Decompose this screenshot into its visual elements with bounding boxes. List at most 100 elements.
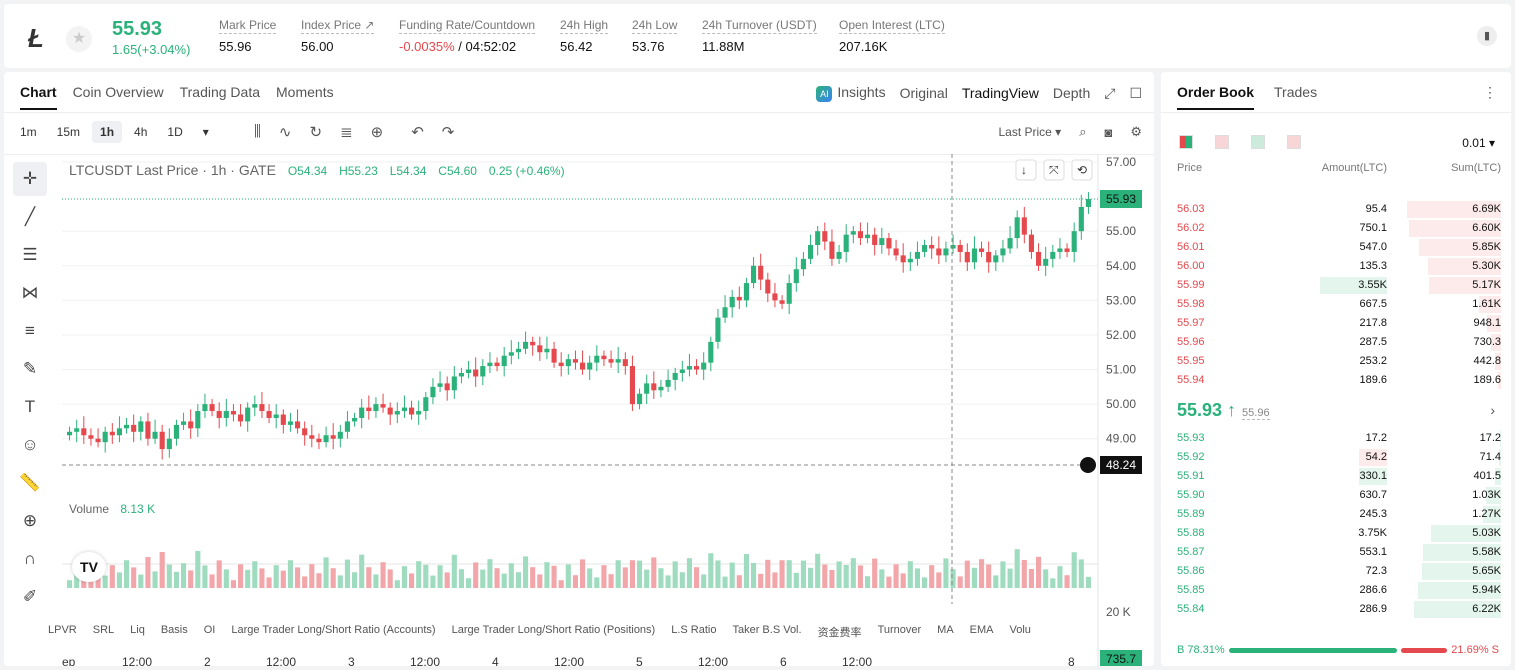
tab-chart[interactable]: Chart	[20, 84, 57, 110]
candle-body	[580, 362, 586, 370]
trendline-icon[interactable]: ╱	[24, 207, 36, 226]
indicator-6[interactable]: Large Trader Long/Short Ratio (Positions…	[451, 624, 656, 636]
orderbook-row[interactable]: 55.87 553.1 5.58K	[1161, 543, 1511, 562]
template-icon[interactable]: ≣	[340, 124, 353, 141]
orderbook-row[interactable]: 56.02 750.1 6.60K	[1161, 219, 1511, 238]
tick-size-select[interactable]: 0.01 ▾	[1462, 136, 1495, 150]
indicators-icon[interactable]: ∿	[278, 124, 292, 141]
camera-icon[interactable]: ◙	[1104, 124, 1113, 140]
text-icon[interactable]: T	[24, 397, 36, 416]
tf-1m[interactable]: 1m	[20, 125, 37, 139]
orderbook-row[interactable]: 55.97 217.8 948.1	[1161, 314, 1511, 333]
bids-only-icon[interactable]	[1251, 135, 1265, 149]
emoji-icon[interactable]: ☺	[21, 435, 39, 454]
more-icon[interactable]: ⋮	[1483, 84, 1497, 100]
crosshair-icon[interactable]: ✛	[13, 162, 47, 196]
indicator-10[interactable]: Turnover	[877, 624, 922, 636]
indicator-12[interactable]: EMA	[969, 624, 994, 636]
expand-icon[interactable]: ⤢	[1104, 84, 1116, 101]
orderbook-row[interactable]: 55.86 72.3 5.65K	[1161, 562, 1511, 581]
candle-body	[815, 231, 821, 246]
tab-trades[interactable]: Trades	[1274, 84, 1318, 100]
price-source-select[interactable]: Last Price ▾	[998, 125, 1062, 139]
zoom-icon[interactable]: ⊕	[22, 511, 38, 530]
indicator-0[interactable]: LPVR	[48, 624, 77, 636]
orderbook-row[interactable]: 56.03 95.4 6.69K	[1161, 200, 1511, 219]
orderbook-row[interactable]: 55.91 330.1 401.5	[1161, 467, 1511, 486]
both-sides-icon[interactable]	[1179, 135, 1193, 149]
tf-1h[interactable]: 1h	[92, 121, 123, 143]
orderbook-row[interactable]: 55.96 287.5 730.3	[1161, 333, 1511, 352]
depth-icon[interactable]	[1287, 135, 1301, 149]
tab-original[interactable]: Original	[899, 85, 948, 101]
orderbook-row[interactable]: 55.85 286.6 5.94K	[1161, 581, 1511, 600]
candle-body	[444, 383, 450, 391]
orderbook-row[interactable]: 55.95 253.2 442.8	[1161, 352, 1511, 371]
magnet-icon[interactable]: ∩	[23, 549, 37, 568]
tf-15m[interactable]: 15m	[56, 125, 81, 139]
volume-bar	[708, 553, 714, 588]
undo-icon[interactable]: ↶	[411, 124, 424, 141]
fib-icon[interactable]: ≡	[25, 321, 35, 340]
candle-body	[530, 341, 536, 346]
indicator-4[interactable]: OI	[203, 624, 216, 636]
replay-icon[interactable]: ↻	[309, 124, 323, 141]
chevron-right-icon[interactable]: ›	[1490, 402, 1495, 418]
indicator-7[interactable]: L.S Ratio	[671, 624, 717, 636]
volume-bar	[865, 576, 871, 588]
alert-icon[interactable]: ⊕	[370, 124, 384, 141]
ruler-icon[interactable]: 📏	[19, 473, 41, 492]
tf-1d[interactable]: 1D	[167, 125, 183, 139]
indicator-11[interactable]: MA	[937, 624, 954, 636]
search-icon[interactable]: ⌕	[1079, 124, 1087, 139]
candle-body	[515, 348, 521, 353]
window-icon[interactable]: ☐	[1129, 84, 1142, 101]
indicator-1[interactable]: SRL	[92, 624, 115, 636]
volume-last-text: 735.7	[1106, 652, 1136, 666]
orderbook-row[interactable]: 55.99 3.55K 5.17K	[1161, 276, 1511, 295]
candles-icon[interactable]: ⫼	[254, 123, 261, 140]
indicator-8[interactable]: Taker B.S Vol.	[732, 624, 802, 636]
redo-icon[interactable]: ↷	[441, 124, 455, 141]
orderbook-row[interactable]: 56.00 135.3 5.30K	[1161, 257, 1511, 276]
volume-bar	[202, 565, 208, 588]
indicator-9[interactable]: 资金费率	[817, 627, 862, 639]
orderbook-row[interactable]: 55.93 17.2 17.2	[1161, 429, 1511, 448]
orderbook-row[interactable]: 55.88 3.75K 5.03K	[1161, 524, 1511, 543]
tab-moments[interactable]: Moments	[276, 84, 334, 100]
tab-coin-overview[interactable]: Coin Overview	[72, 84, 164, 100]
candle-body	[694, 366, 700, 370]
brush-icon[interactable]: ✎	[22, 359, 38, 378]
hlines-icon[interactable]: ☰	[22, 245, 38, 264]
orderbook-row[interactable]: 56.01 547.0 5.85K	[1161, 238, 1511, 257]
asks-only-icon[interactable]	[1215, 135, 1229, 149]
indicator-3[interactable]: Basis	[160, 624, 188, 636]
orderbook-row[interactable]: 55.89 245.3 1.27K	[1161, 505, 1511, 524]
orderbook-row[interactable]: 55.92 54.2 71.4	[1161, 448, 1511, 467]
tab-tradingview[interactable]: TradingView	[961, 85, 1039, 101]
price-chart[interactable]: 57.00 55.00 54.00 53.00 52.00 51.00 50.00 49.00…	[4, 154, 1154, 666]
tab-depth[interactable]: Depth	[1052, 85, 1091, 101]
orderbook-row[interactable]: 55.94 189.6 189.6	[1161, 371, 1511, 390]
indicator-13[interactable]: Volu	[1009, 624, 1031, 636]
tab-insights[interactable]: AI Insights	[816, 84, 886, 102]
indicator-2[interactable]: Liq	[130, 624, 145, 636]
indicator-5[interactable]: Large Trader Long/Short Ratio (Accounts)	[231, 624, 436, 636]
chevron-down-icon[interactable]: ▾	[202, 125, 209, 139]
tf-4h[interactable]: 4h	[134, 125, 148, 139]
orderbook-row[interactable]: 55.84 286.9 6.22K	[1161, 600, 1511, 619]
pencil-icon[interactable]: ✐	[22, 587, 38, 606]
candle-body	[701, 362, 707, 370]
gear-icon[interactable]: ⚙	[1130, 124, 1142, 139]
tradingview-logo[interactable]: TV	[72, 552, 106, 582]
volume-bar	[1028, 569, 1034, 588]
orderbook-row[interactable]: 55.90 630.7 1.03K	[1161, 486, 1511, 505]
tab-order-book[interactable]: Order Book	[1177, 84, 1255, 110]
favorite-star-icon[interactable]: ★	[66, 26, 92, 52]
book-icon[interactable]: ▮	[1477, 26, 1497, 46]
tab-trading-data[interactable]: Trading Data	[179, 84, 261, 100]
pattern-icon[interactable]: ⋈	[21, 283, 39, 302]
volume-bar	[1021, 560, 1027, 588]
index-price-stat[interactable]: Index Price ↗ 56.00	[301, 18, 375, 54]
orderbook-row[interactable]: 55.98 667.5 1.61K	[1161, 295, 1511, 314]
